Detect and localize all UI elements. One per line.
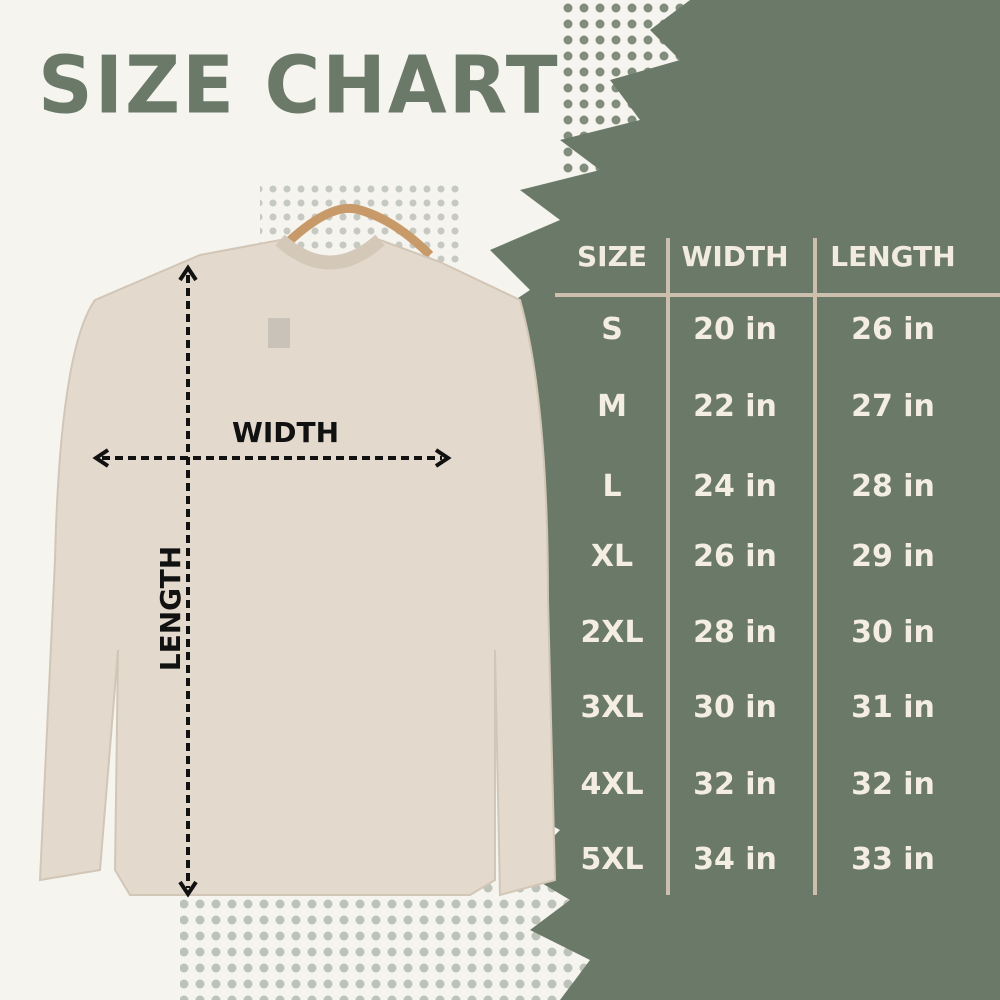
header-length: LENGTH bbox=[830, 240, 956, 273]
cell-length: 27 in bbox=[851, 389, 935, 424]
cell-size: S bbox=[601, 312, 623, 347]
cell-size: XL bbox=[590, 539, 634, 574]
cell-size: M bbox=[597, 389, 627, 424]
green-brush-blob bbox=[460, 0, 1000, 1000]
cell-size: 5XL bbox=[580, 842, 644, 877]
header-size: SIZE bbox=[576, 240, 647, 273]
cell-size: 3XL bbox=[580, 690, 644, 725]
cell-length: 31 in bbox=[851, 690, 935, 725]
cell-length: 28 in bbox=[851, 469, 935, 504]
cell-size: 2XL bbox=[580, 615, 644, 650]
cell-length: 26 in bbox=[851, 312, 935, 347]
cell-width: 32 in bbox=[693, 767, 777, 802]
cell-size: 4XL bbox=[580, 767, 644, 802]
cell-length: 29 in bbox=[851, 539, 935, 574]
cell-width: 22 in bbox=[693, 389, 777, 424]
header-width: WIDTH bbox=[681, 240, 789, 273]
cell-length: 32 in bbox=[851, 767, 935, 802]
width-label: WIDTH bbox=[232, 416, 340, 449]
cell-length: 33 in bbox=[851, 842, 935, 877]
cell-width: 30 in bbox=[693, 690, 777, 725]
cell-width: 28 in bbox=[693, 615, 777, 650]
hanger-icon bbox=[276, 203, 434, 259]
page-title: SIZE CHART bbox=[38, 37, 560, 132]
cell-width: 24 in bbox=[693, 469, 777, 504]
cell-width: 20 in bbox=[693, 312, 777, 347]
cell-length: 30 in bbox=[851, 615, 935, 650]
cell-width: 34 in bbox=[693, 842, 777, 877]
cell-size: L bbox=[602, 469, 622, 504]
cell-width: 26 in bbox=[693, 539, 777, 574]
